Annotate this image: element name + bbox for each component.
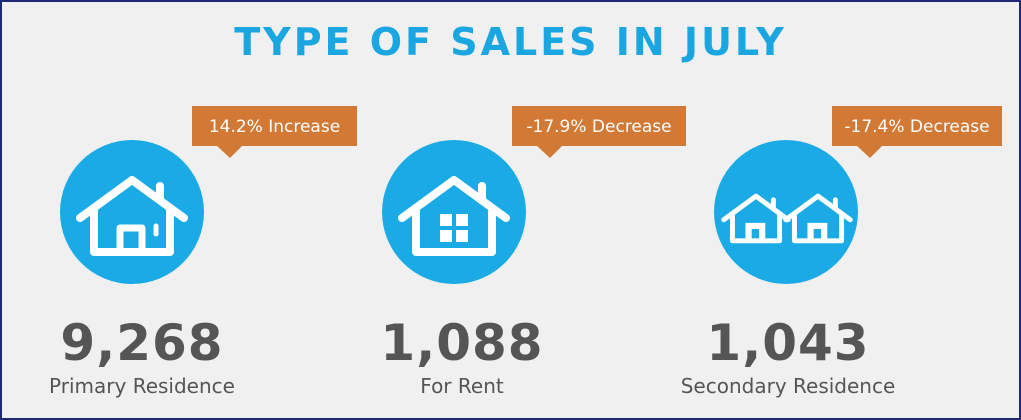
- rent-icon: [402, 180, 506, 252]
- two-houses-icon: [724, 196, 850, 241]
- callouts: [192, 106, 1002, 158]
- change-badge: -17.9% Decrease: [526, 117, 672, 137]
- sales-type: Primary Residence: [49, 374, 235, 398]
- sales-value: 1,043: [706, 314, 870, 372]
- sales-type: For Rent: [420, 374, 504, 398]
- house-icon: [80, 180, 184, 252]
- change-badge: -17.4% Decrease: [844, 117, 990, 137]
- sales-value: 9,268: [60, 314, 224, 372]
- title: TYPE OF SALES IN JULY: [234, 20, 787, 64]
- change-badge: 14.2% Increase: [208, 117, 341, 137]
- sales-value: 1,088: [380, 314, 544, 372]
- sales-type: Secondary Residence: [680, 374, 896, 398]
